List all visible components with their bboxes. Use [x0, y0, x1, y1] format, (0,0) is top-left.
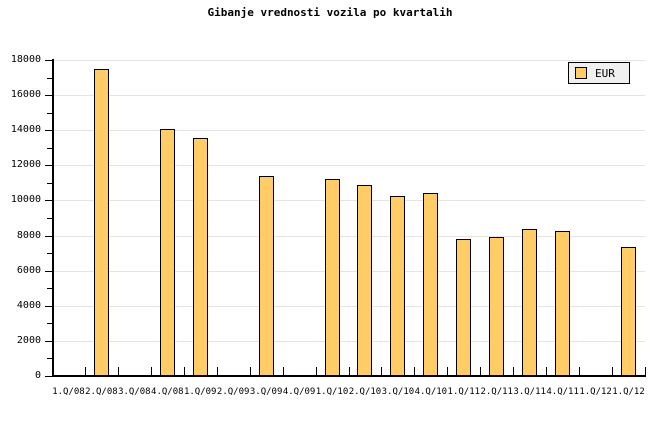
- x-axis-label: 3.Q/11: [513, 387, 546, 397]
- y-tick-minor: [47, 182, 52, 184]
- x-axis-label: 3.Q/09: [249, 387, 283, 397]
- x-tick: [52, 367, 53, 375]
- x-axis-label: 2.Q/10: [348, 387, 382, 397]
- y-tick-major: [45, 235, 52, 237]
- x-tick: [414, 367, 416, 375]
- y-axis-label: 2000: [16, 334, 41, 346]
- bar[interactable]: [555, 231, 571, 376]
- x-tick: [513, 367, 515, 375]
- x-axis-label: 1.Q/08: [52, 387, 85, 397]
- y-tick-major: [45, 130, 52, 132]
- y-tick-major: [45, 340, 52, 342]
- y-tick-minor: [47, 323, 52, 325]
- bar[interactable]: [489, 237, 505, 376]
- x-axis-label: 4.Q/10: [414, 387, 448, 397]
- bar[interactable]: [522, 228, 538, 376]
- chart-title: Gibanje vrednosti vozila po kvartalih: [207, 6, 453, 19]
- legend-label-eur: EUR: [595, 66, 615, 80]
- bar[interactable]: [324, 178, 340, 376]
- y-tick-minor: [47, 218, 52, 219]
- legend-swatch-eur: [575, 67, 587, 79]
- x-axis-label: 2.Q/09: [216, 387, 250, 397]
- y-tick-major: [45, 60, 52, 61]
- gridline: [52, 95, 645, 97]
- y-axis-label: 6000: [16, 264, 41, 276]
- y-tick-minor: [47, 253, 52, 255]
- x-tick: [150, 367, 152, 375]
- bar[interactable]: [159, 129, 175, 376]
- y-axis-label: 12000: [10, 159, 41, 171]
- x-tick: [315, 367, 317, 375]
- x-axis-label: 3.Q/08: [118, 387, 151, 397]
- x-axis-label: 4.Q/09: [282, 387, 316, 397]
- y-tick-minor: [47, 358, 52, 360]
- y-axis-label: 14000: [10, 124, 41, 136]
- x-axis-label: 4.Q/08: [151, 387, 184, 397]
- plot-background: [52, 60, 645, 376]
- y-tick-major: [45, 270, 52, 272]
- bar[interactable]: [192, 138, 208, 376]
- x-tick: [381, 367, 383, 375]
- x-axis-label: 4.Q/11: [546, 387, 579, 397]
- gridline: [52, 235, 645, 237]
- x-axis-label: 1.Q/12: [612, 387, 645, 397]
- legend[interactable]: EUR: [568, 62, 630, 84]
- gridline: [52, 165, 645, 167]
- y-axis-label: 8000: [16, 229, 41, 241]
- bar[interactable]: [93, 68, 109, 376]
- y-axis-label: 0: [34, 370, 41, 381]
- bar[interactable]: [621, 246, 637, 376]
- bar[interactable]: [390, 196, 406, 376]
- y-tick-major: [45, 305, 52, 307]
- y-axis-label: 16000: [10, 89, 41, 101]
- x-tick: [117, 367, 119, 375]
- x-axis-label: 2.Q/08: [85, 387, 118, 397]
- x-tick: [612, 367, 614, 375]
- y-axis-line: [52, 59, 54, 377]
- y-tick-minor: [47, 288, 52, 290]
- plot-area: [52, 60, 645, 376]
- y-axis-label: 10000: [10, 194, 41, 206]
- x-tick: [645, 367, 646, 375]
- x-axis-label: 1.Q/12: [579, 387, 612, 397]
- gridline: [52, 200, 645, 202]
- y-axis-label: 18000: [10, 54, 41, 65]
- x-axis-label: 3.Q/10: [381, 387, 415, 397]
- x-axis-label: 1.Q/09: [183, 387, 217, 397]
- x-tick: [282, 367, 284, 375]
- x-axis-label: 1.Q/11: [447, 387, 481, 397]
- y-tick-major: [45, 95, 52, 97]
- x-axis-label: 2.Q/11: [480, 387, 513, 397]
- gridline: [52, 340, 645, 342]
- x-tick: [216, 367, 218, 375]
- x-tick: [579, 367, 581, 375]
- x-tick: [348, 367, 350, 375]
- bar[interactable]: [258, 175, 274, 376]
- x-tick: [546, 367, 548, 375]
- y-tick-minor: [47, 77, 52, 79]
- gridline: [52, 130, 645, 132]
- x-tick: [183, 367, 185, 375]
- gridline: [52, 305, 645, 307]
- gridline: [52, 60, 645, 61]
- y-tick-minor: [47, 112, 52, 114]
- y-tick-minor: [47, 147, 52, 149]
- bar[interactable]: [357, 184, 373, 376]
- x-tick: [480, 367, 482, 375]
- y-tick-major: [45, 376, 52, 377]
- gridline: [52, 270, 645, 272]
- x-axis-line: [52, 375, 646, 377]
- x-tick: [84, 367, 86, 375]
- x-axis-label: 1.Q/10: [315, 387, 349, 397]
- y-tick-major: [45, 200, 52, 202]
- x-tick: [447, 367, 449, 375]
- y-tick-major: [45, 165, 52, 167]
- bar[interactable]: [423, 192, 439, 376]
- y-axis-label: 4000: [16, 299, 41, 311]
- x-tick: [249, 367, 251, 375]
- bar[interactable]: [456, 239, 472, 376]
